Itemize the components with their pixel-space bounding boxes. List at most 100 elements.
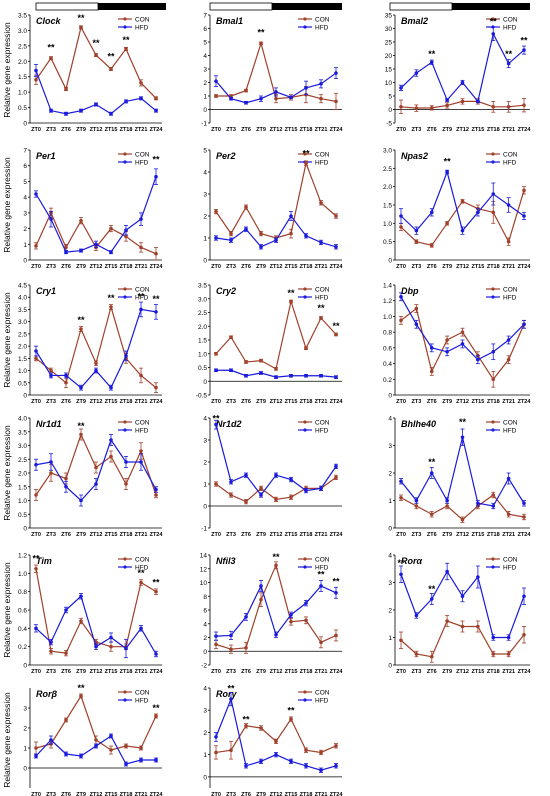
y-tick-label: 2: [203, 460, 207, 467]
data-point: [399, 294, 403, 299]
x-tick-label: ZT0: [31, 264, 41, 270]
data-point: [399, 638, 403, 643]
data-point: [94, 738, 98, 742]
y-tick-label: 14: [200, 553, 208, 560]
data-point: [214, 351, 218, 356]
y-tick-label: 10: [200, 580, 208, 587]
y-tick-label: 1: [23, 746, 27, 753]
y-tick-label: 4.0: [18, 416, 27, 423]
data-point: [154, 174, 158, 179]
x-tick-label: ZT6: [241, 264, 251, 270]
data-point: [139, 307, 143, 312]
legend-label: CON: [503, 286, 518, 293]
legend-marker: [123, 160, 127, 164]
y-tick-label: 2.0: [18, 344, 27, 351]
x-tick-label: ZT24: [150, 127, 164, 133]
legend-label: CON: [135, 16, 150, 23]
y-tick-label: 0.5: [18, 512, 27, 519]
x-tick-label: ZT6: [427, 264, 437, 270]
data-point: [139, 373, 143, 378]
significance-mark: **: [212, 413, 220, 423]
data-point: [460, 624, 465, 629]
data-point: [64, 484, 68, 489]
data-point: [476, 575, 480, 579]
data-point: [229, 231, 233, 236]
x-tick-label: ZT21: [502, 399, 515, 405]
x-tick-label: ZT21: [135, 669, 148, 675]
legend-label: HFD: [315, 697, 329, 704]
x-tick-label: ZT0: [211, 399, 221, 405]
data-point: [319, 373, 323, 378]
data-point: [34, 356, 38, 361]
data-point: [522, 48, 526, 52]
data-point: [522, 515, 526, 519]
x-tick-label: ZT3: [411, 399, 421, 405]
series-hfd: [34, 63, 158, 116]
x-tick-label: ZT3: [411, 127, 421, 133]
data-point: [289, 619, 293, 624]
data-point: [79, 248, 83, 253]
data-point: [522, 188, 526, 193]
x-tick-label: ZT9: [76, 399, 86, 405]
x-tick-label: ZT6: [61, 532, 71, 538]
data-point: [289, 231, 293, 236]
x-tick-label: ZT24: [330, 792, 344, 796]
x-tick-label: ZT21: [502, 264, 515, 270]
data-point: [79, 754, 83, 758]
x-tick-label: ZT21: [502, 127, 515, 133]
y-tick-label: 3: [203, 67, 207, 74]
data-point: [274, 473, 278, 478]
data-point: [304, 488, 308, 493]
legend-label: CON: [315, 151, 330, 158]
legend-label: CON: [503, 419, 518, 426]
data-point: [94, 465, 98, 470]
legend-marker: [303, 428, 307, 432]
y-tick-label: -2: [201, 663, 207, 670]
data-point: [460, 99, 465, 104]
significance-mark: **: [227, 683, 235, 693]
data-point: [94, 744, 98, 748]
data-point: [414, 504, 419, 508]
x-tick-label: ZT21: [135, 127, 148, 133]
panel-title: Clock: [36, 16, 62, 26]
legend-label: CON: [315, 689, 330, 696]
data-point: [445, 569, 449, 574]
legend-label: HFD: [315, 24, 329, 31]
data-point: [49, 373, 53, 378]
x-tick-label: ZT15: [285, 127, 298, 133]
data-point: [214, 94, 218, 98]
y-tick-label: 1.0: [18, 571, 27, 578]
data-point: [124, 744, 128, 748]
data-point: [445, 619, 449, 623]
data-point: [289, 613, 293, 617]
panel-15: 0 1 2 3 4 ZT0 ZT3 ZT6 ZT9 ZT12 ZT15 ZT18 ZT21 ZT24 Ror…: [388, 553, 531, 676]
data-point: [460, 594, 465, 599]
x-tick-label: ZT9: [76, 264, 86, 270]
panel-title: Nfil3: [216, 556, 236, 566]
data-point: [34, 566, 38, 571]
data-point: [274, 497, 278, 502]
significance-mark: **: [332, 321, 340, 331]
x-tick-label: ZT18: [300, 669, 313, 675]
data-point: [414, 106, 419, 110]
data-point: [64, 380, 68, 385]
data-point: [244, 646, 248, 650]
panel-title: Bhlhe40: [401, 419, 436, 429]
x-tick-label: ZT9: [256, 532, 266, 538]
y-tick-label: 5: [203, 40, 207, 47]
data-point: [522, 632, 526, 637]
y-tick-label: 1.0: [383, 314, 392, 321]
data-point: [259, 41, 263, 46]
y-tick-label: 2.5: [18, 43, 27, 50]
panel-8: -0.5 0 0.5 1.0 1.5 2.0 2.5 3.0 3.5 ZT0 ZT3 ZT6 ZT9 ZT…: [196, 283, 344, 406]
y-tick-label: 3: [388, 580, 392, 587]
significance-mark: **: [77, 13, 85, 23]
data-point: [445, 498, 449, 503]
significance-mark: **: [77, 683, 85, 693]
y-tick-label: 5: [388, 94, 392, 101]
data-point: [244, 88, 248, 93]
legend-label: CON: [135, 419, 150, 426]
significance-mark: **: [490, 16, 498, 26]
panel-title: Npas2: [401, 151, 428, 161]
legend-marker: [491, 152, 495, 156]
